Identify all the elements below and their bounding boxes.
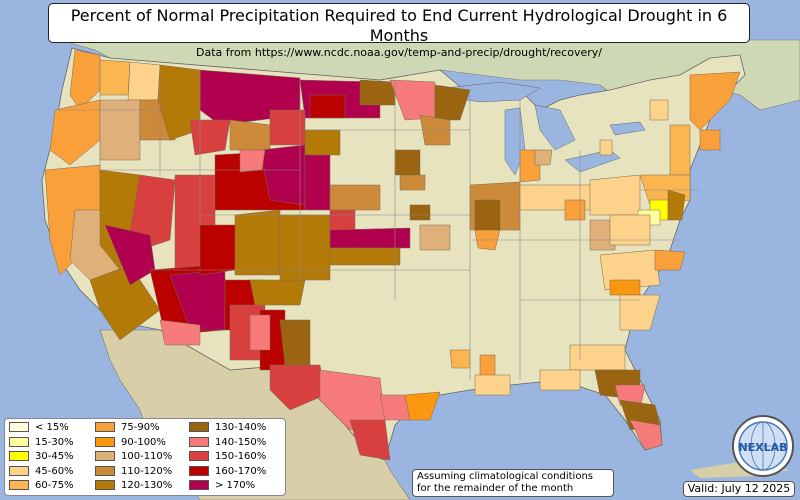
legend-label: 140-150% (215, 436, 267, 448)
valid-date: Valid: July 12 2025 (683, 481, 795, 497)
legend-swatch (9, 465, 29, 476)
legend-item: 60-75% (9, 480, 74, 492)
legend-label: 100-110% (121, 451, 173, 462)
legend-swatch (189, 451, 209, 461)
legend-item: 110-120% (95, 465, 173, 478)
legend-label: 45-60% (35, 465, 74, 477)
assumption-note: Assuming climatological conditions for t… (412, 469, 614, 497)
legend-item: 130-140% (189, 422, 266, 434)
legend-item: 150-160% (189, 451, 266, 463)
title-box: Percent of Normal Precipitation Required… (48, 3, 750, 59)
legend-item: 90-100% (95, 436, 166, 449)
legend-label: 30-45% (35, 451, 74, 462)
legend-item: 140-150% (189, 436, 267, 449)
legend-swatch (189, 422, 209, 432)
legend-swatch (189, 436, 209, 447)
legend-label: 75-90% (121, 422, 160, 433)
legend-swatch (95, 422, 115, 432)
drought-regions (44, 49, 741, 461)
legend-item: 45-60% (9, 465, 74, 478)
assumption-note-line1: Assuming climatological conditions (417, 471, 593, 482)
legend-label: 160-170% (215, 465, 267, 477)
legend-label: 110-120% (121, 465, 173, 477)
legend-swatch (95, 451, 115, 461)
legend-label: 150-160% (215, 451, 267, 462)
legend-label: < 15% (35, 422, 69, 433)
legend-item: 100-110% (95, 451, 172, 463)
legend-swatch (9, 422, 29, 432)
legend-item: > 170% (189, 480, 255, 492)
legend-swatch (9, 480, 29, 490)
legend-swatch (9, 451, 29, 461)
legend-item: 160-170% (189, 465, 267, 478)
map-title: Percent of Normal Precipitation Required… (70, 6, 728, 45)
legend-swatch (189, 465, 209, 476)
legend-label: 120-130% (121, 480, 173, 491)
logo-text: NEXLAB (738, 441, 787, 454)
legend-swatch (189, 480, 209, 490)
legend-label: 15-30% (35, 436, 74, 448)
legend-label: > 170% (215, 480, 256, 491)
legend-label: 60-75% (35, 480, 74, 491)
legend-label: 90-100% (121, 436, 166, 448)
assumption-note-line2: for the remainder of the month (417, 483, 574, 494)
legend-label: 130-140% (215, 422, 267, 433)
legend: < 15% 15-30% 30-45% 45-60% 60-75% 75-90% 90-10… (4, 418, 286, 496)
legend-item: 120-130% (95, 480, 172, 492)
legend-swatch (95, 436, 115, 447)
legend-item: 15-30% (9, 436, 74, 449)
legend-swatch (95, 465, 115, 476)
state-borders (55, 55, 700, 380)
legend-item: < 15% (9, 422, 69, 434)
legend-swatch (95, 480, 115, 490)
legend-item: 75-90% (95, 422, 160, 434)
map-subtitle: Data from https://www.ncdc.noaa.gov/temp… (196, 46, 602, 59)
legend-item: 30-45% (9, 451, 74, 463)
legend-swatch (9, 436, 29, 447)
nexlab-logo: NEXLAB (732, 415, 794, 477)
